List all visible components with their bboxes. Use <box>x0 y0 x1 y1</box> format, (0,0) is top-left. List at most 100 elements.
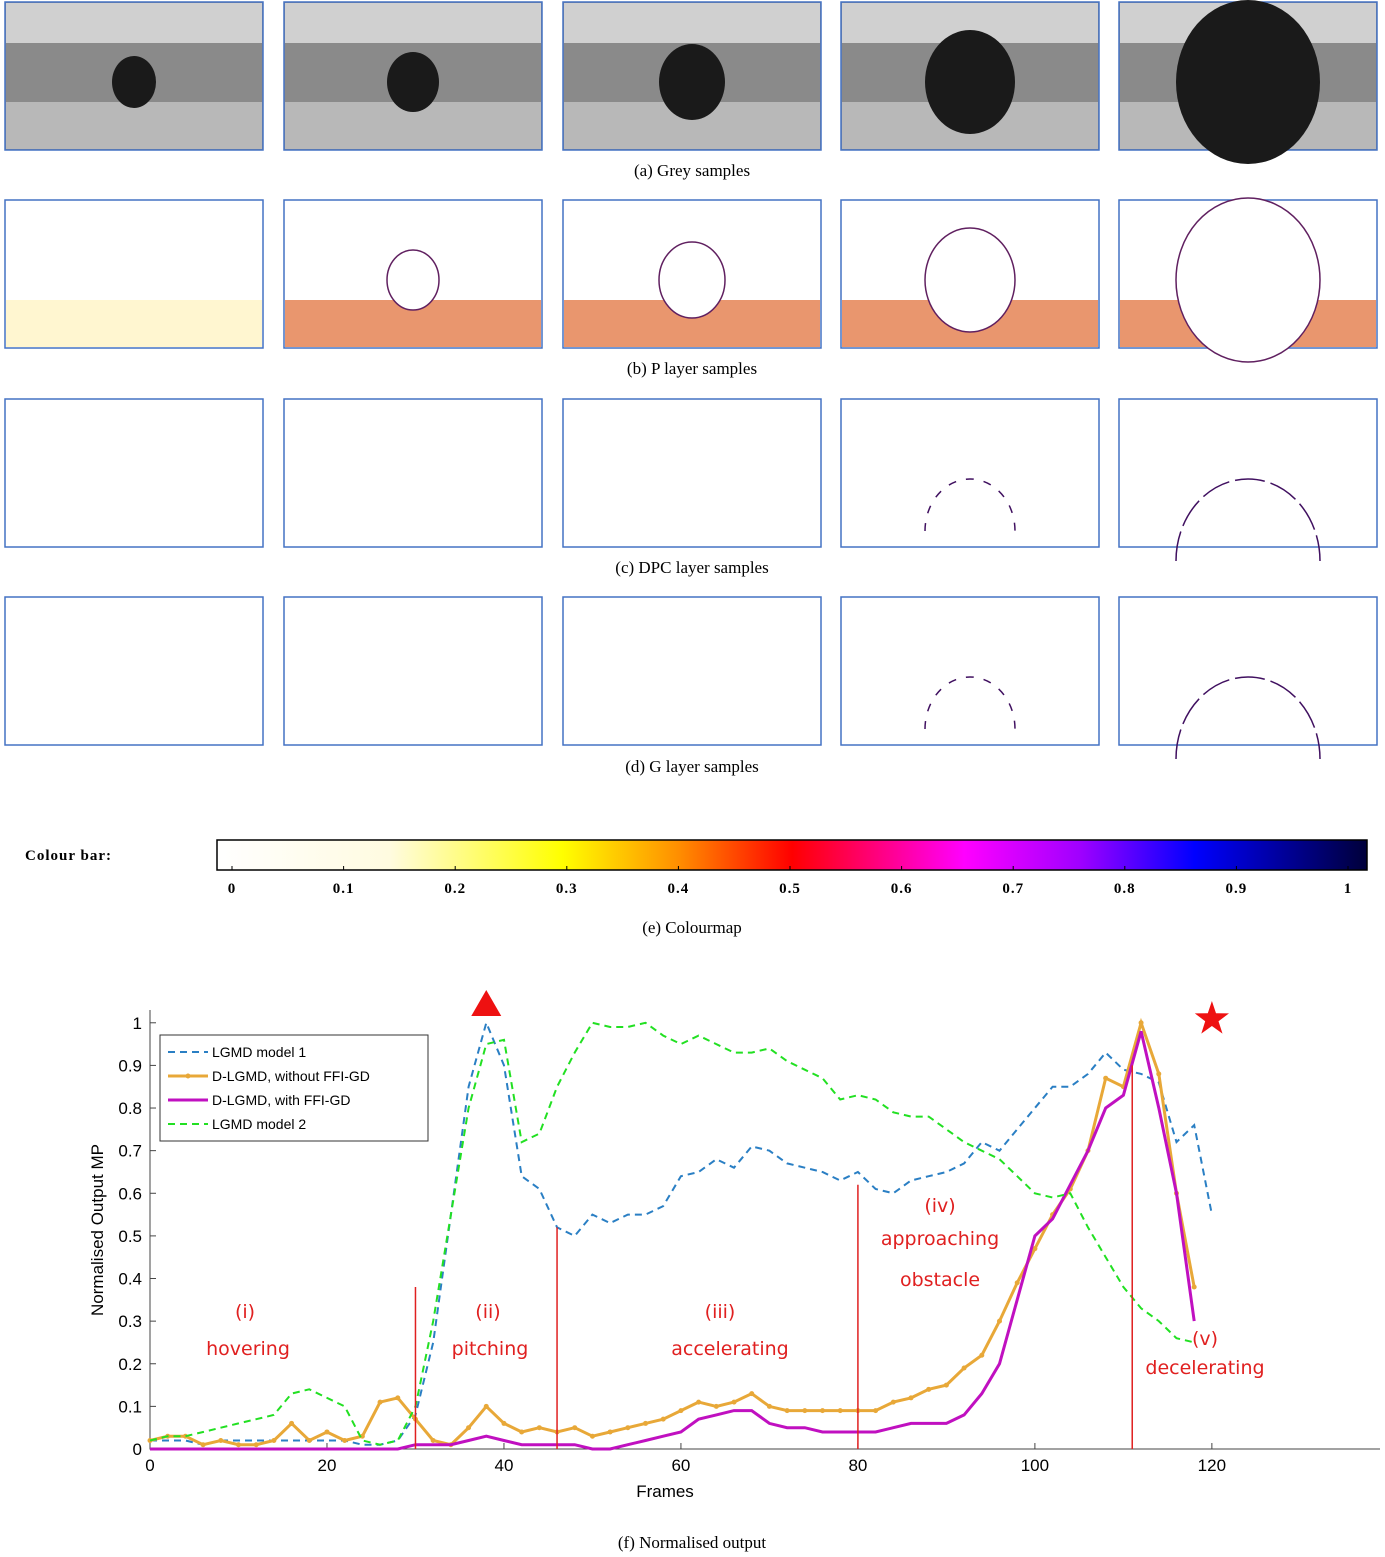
y-tick-label: 0.1 <box>118 1397 142 1416</box>
sample-image <box>284 399 542 547</box>
sample-image <box>5 399 263 547</box>
annotation: pitching <box>452 1338 529 1360</box>
x-tick-label: 60 <box>671 1456 690 1475</box>
colour-bar-tick-label: 0.5 <box>779 881 801 897</box>
series-marker <box>1103 1076 1108 1081</box>
annotation: accelerating <box>671 1338 788 1360</box>
series-marker <box>307 1438 312 1443</box>
series-marker <box>324 1429 329 1434</box>
x-tick-label: 20 <box>318 1456 337 1475</box>
floor <box>6 300 262 347</box>
legend-label: LGMD model 1 <box>212 1044 306 1060</box>
y-axis-label: Normalised Output MP <box>88 1144 107 1316</box>
series-marker <box>608 1429 613 1434</box>
series-marker <box>1015 1280 1020 1285</box>
series-marker <box>590 1434 595 1439</box>
annotation: (i) <box>235 1301 255 1323</box>
series-marker <box>289 1421 294 1426</box>
wall <box>285 3 541 43</box>
event-triangle <box>471 990 501 1016</box>
colour-bar-tick-label: 0 <box>228 881 237 897</box>
annotation: (v) <box>1192 1328 1218 1350</box>
colour-bar-tick-label: 0.7 <box>1002 881 1024 897</box>
colour-bar-label: Colour bar: <box>25 848 112 864</box>
x-tick-label: 120 <box>1198 1456 1226 1475</box>
series-marker <box>378 1400 383 1405</box>
series-marker <box>661 1417 666 1422</box>
series-marker <box>466 1425 471 1430</box>
series-marker <box>395 1395 400 1400</box>
series-marker <box>749 1391 754 1396</box>
x-tick-label: 80 <box>848 1456 867 1475</box>
sample-image <box>841 597 1099 745</box>
x-axis-label: Frames <box>636 1482 694 1501</box>
sample-images <box>5 0 1377 759</box>
chair <box>659 44 725 120</box>
series-marker <box>962 1366 967 1371</box>
sample-image <box>1119 597 1377 745</box>
x-tick-label: 0 <box>145 1456 154 1475</box>
series-marker <box>785 1408 790 1413</box>
caption: (b) P layer samples <box>627 359 757 378</box>
wall <box>564 3 820 43</box>
chair <box>112 56 156 108</box>
series-marker <box>572 1425 577 1430</box>
series-marker <box>696 1400 701 1405</box>
series-marker <box>431 1438 436 1443</box>
series-marker <box>678 1408 683 1413</box>
series-marker <box>484 1404 489 1409</box>
series-marker <box>926 1387 931 1392</box>
x-tick-label: 100 <box>1021 1456 1049 1475</box>
series-marker <box>201 1442 206 1447</box>
y-tick-label: 0.5 <box>118 1227 142 1246</box>
chair-edge <box>387 250 439 310</box>
caption: (c) DPC layer samples <box>615 558 768 577</box>
series-marker <box>1156 1071 1161 1076</box>
floor <box>6 102 262 149</box>
series-marker <box>625 1425 630 1430</box>
series-marker <box>254 1442 259 1447</box>
series-marker <box>909 1395 914 1400</box>
y-tick-label: 0.4 <box>118 1270 142 1289</box>
y-tick-label: 0.2 <box>118 1355 142 1374</box>
y-tick-label: 0.3 <box>118 1312 142 1331</box>
legend-marker <box>186 1074 191 1079</box>
annotation: (iv) <box>924 1195 955 1217</box>
colour-bar-tick-label: 0.9 <box>1226 881 1248 897</box>
series-marker <box>271 1438 276 1443</box>
series-marker <box>891 1400 896 1405</box>
page: { "panels": [ {"caption": "(a) Grey samp… <box>0 0 1385 1557</box>
series-marker <box>997 1319 1002 1324</box>
x-tick-label: 40 <box>494 1456 513 1475</box>
series-marker <box>944 1383 949 1388</box>
figure: (a) Grey samples (b) P layer samples (c)… <box>0 0 1385 1557</box>
sample-image <box>1119 399 1377 547</box>
colour-bar-tick-label: 0.1 <box>333 881 355 897</box>
sample-image <box>563 399 821 547</box>
colour-bar-tick-label: 0.4 <box>668 881 690 897</box>
y-tick-label: 1 <box>133 1014 142 1033</box>
series-marker <box>873 1408 878 1413</box>
series-marker <box>732 1400 737 1405</box>
y-tick-label: 0.6 <box>118 1184 142 1203</box>
y-tick-label: 0.9 <box>118 1056 142 1075</box>
colour-bar <box>217 840 1367 870</box>
legend-label: D-LGMD, without FFI-GD <box>212 1068 370 1084</box>
sample-image <box>284 597 542 745</box>
y-tick-label: 0.7 <box>118 1142 142 1161</box>
series-marker <box>1139 1020 1144 1025</box>
caption: (e) Colourmap <box>642 918 742 937</box>
sample-image <box>563 597 821 745</box>
colour-bar-tick-label: 1 <box>1344 881 1353 897</box>
series-marker <box>714 1404 719 1409</box>
series-marker <box>979 1353 984 1358</box>
event-star <box>1195 1001 1229 1034</box>
legend-label: D-LGMD, with FFI-GD <box>212 1092 350 1108</box>
series-marker <box>537 1425 542 1430</box>
series-marker <box>820 1408 825 1413</box>
series-marker <box>1192 1285 1197 1290</box>
annotation: (iii) <box>705 1301 736 1323</box>
chair-edge <box>1176 198 1320 362</box>
chair <box>1176 0 1320 164</box>
y-tick-label: 0.8 <box>118 1099 142 1118</box>
